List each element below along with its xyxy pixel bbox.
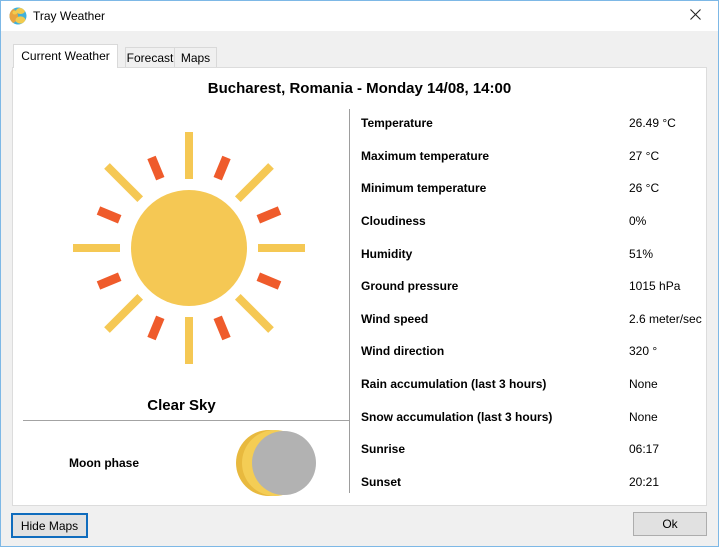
weather-row-value: 1015 hPa — [629, 279, 681, 294]
weather-row-value: None — [629, 377, 658, 392]
weather-row: Wind speed 2.6 meter/sec — [361, 303, 706, 336]
current-weather-panel: Bucharest, Romania - Monday 14/08, 14:00 — [12, 67, 707, 506]
weather-row-value: 0% — [629, 214, 647, 229]
weather-row: Cloudiness 0% — [361, 205, 706, 238]
weather-row-label: Sunrise — [361, 442, 406, 457]
weather-row-label: Temperature — [361, 116, 433, 131]
titlebar: Tray Weather — [1, 1, 718, 31]
weather-row: Sunset 20:21 — [361, 466, 706, 499]
weather-row-label: Rain accumulation (last 3 hours) — [361, 377, 547, 392]
weather-row-label: Cloudiness — [361, 214, 426, 229]
globe-app-icon — [9, 7, 27, 25]
weather-row-value: 2.6 meter/sec — [629, 311, 702, 326]
weather-row: Wind direction 320 ° — [361, 335, 706, 368]
weather-row-label: Sunset — [361, 474, 402, 489]
weather-row-value: 51% — [629, 246, 654, 261]
location-datetime-header: Bucharest, Romania - Monday 14/08, 14:00 — [207, 80, 512, 97]
weather-row-label: Wind speed — [361, 311, 429, 326]
weather-row-value: None — [629, 409, 658, 424]
hide-maps-button[interactable]: Hide Maps — [11, 513, 88, 538]
tab-forecast[interactable]: Forecast — [125, 47, 175, 67]
weather-row-label: Minimum temperature — [361, 181, 487, 196]
weather-row-value: 06:17 — [629, 442, 660, 457]
weather-row: Rain accumulation (last 3 hours) None — [361, 368, 706, 401]
weather-row-label: Ground pressure — [361, 279, 459, 294]
weather-row-value: 26.49 °C — [629, 116, 676, 131]
weather-row-label: Maximum temperature — [361, 148, 490, 163]
sun-clear-sky-icon — [71, 130, 307, 366]
weather-row-label: Humidity — [361, 246, 413, 261]
condition-divider — [23, 420, 350, 421]
ok-button[interactable]: Ok — [633, 512, 707, 536]
weather-row-label: Wind direction — [361, 344, 445, 359]
weather-row-label: Snow accumulation (last 3 hours) — [361, 409, 553, 424]
weather-row-value: 20:21 — [629, 474, 660, 489]
weather-row: Temperature 26.49 °C — [361, 107, 706, 140]
weather-row: Ground pressure 1015 hPa — [361, 270, 706, 303]
window-title: Tray Weather — [33, 9, 106, 23]
weather-row: Snow accumulation (last 3 hours) None — [361, 400, 706, 433]
weather-table: Temperature 26.49 °C Maximum temperature 27… — [361, 107, 706, 498]
weather-row: Sunrise 06:17 — [361, 433, 706, 466]
weather-row: Minimum temperature 26 °C — [361, 172, 706, 205]
weather-row: Humidity 51% — [361, 237, 706, 270]
waning-crescent-moon-icon — [231, 426, 321, 501]
weather-row-value: 27 °C — [629, 148, 660, 163]
weather-row: Maximum temperature 27 °C — [361, 140, 706, 173]
weather-row-value: 26 °C — [629, 181, 660, 196]
panel-vertical-divider — [349, 109, 350, 493]
weather-row-value: 320 ° — [629, 344, 658, 359]
close-button[interactable] — [673, 1, 718, 31]
tab-current-weather[interactable]: Current Weather — [13, 44, 118, 68]
close-icon — [690, 9, 701, 23]
condition-label: Clear Sky — [147, 397, 216, 414]
tab-maps[interactable]: Maps — [174, 47, 217, 67]
moon-phase-label: Moon phase — [69, 456, 140, 470]
